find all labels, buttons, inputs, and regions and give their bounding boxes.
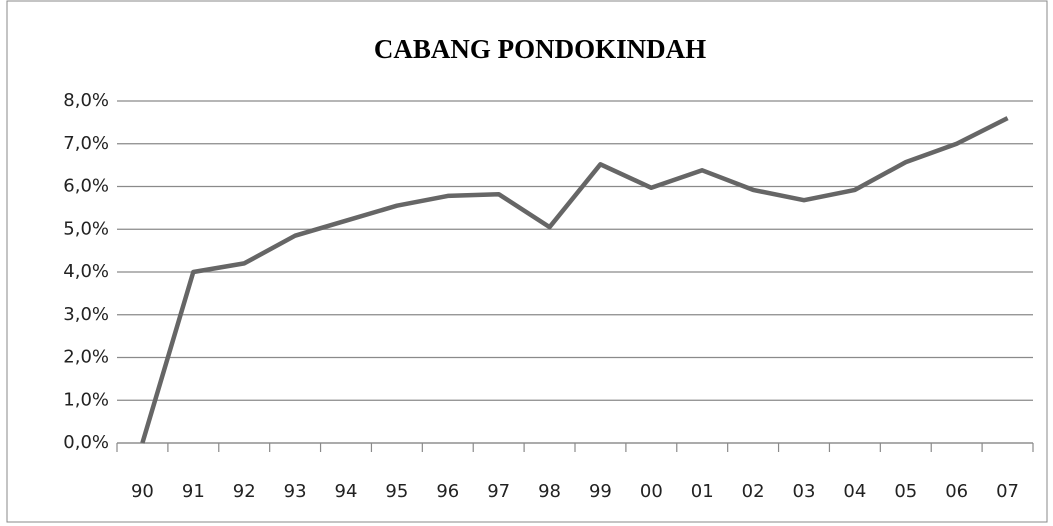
x-tick-label: 94 <box>335 481 358 502</box>
x-tick-label: 04 <box>843 481 866 502</box>
chart-frame <box>6 0 1048 523</box>
y-tick-label: 2,0% <box>63 347 109 368</box>
x-tick-label: 96 <box>436 481 459 502</box>
chart-title: CABANG PONDOKINDAH <box>374 34 706 64</box>
x-tick-label: 02 <box>742 481 765 502</box>
x-tick-label: 03 <box>793 481 816 502</box>
y-tick-label: 3,0% <box>63 304 109 325</box>
x-tick-label: 92 <box>233 481 256 502</box>
x-tick-label: 06 <box>945 481 968 502</box>
x-tick-label: 97 <box>487 481 510 502</box>
x-tick-label: 95 <box>385 481 408 502</box>
y-tick-label: 0,0% <box>63 432 109 453</box>
y-tick-label: 8,0% <box>63 90 109 111</box>
y-tick-label: 7,0% <box>63 133 109 154</box>
x-tick-label: 07 <box>996 481 1019 502</box>
y-tick-label: 6,0% <box>63 176 109 197</box>
x-tick-label: 93 <box>284 481 307 502</box>
x-tick-label: 91 <box>182 481 205 502</box>
x-tick-label: 01 <box>691 481 714 502</box>
x-tick-label: 05 <box>894 481 917 502</box>
x-tick-label: 99 <box>589 481 612 502</box>
x-tick-label: 98 <box>538 481 561 502</box>
x-tick-label: 90 <box>131 481 154 502</box>
y-tick-label: 1,0% <box>63 389 109 410</box>
y-tick-label: 5,0% <box>63 218 109 239</box>
y-tick-label: 4,0% <box>63 261 109 282</box>
x-tick-label: 00 <box>640 481 663 502</box>
data-line <box>140 116 1009 444</box>
